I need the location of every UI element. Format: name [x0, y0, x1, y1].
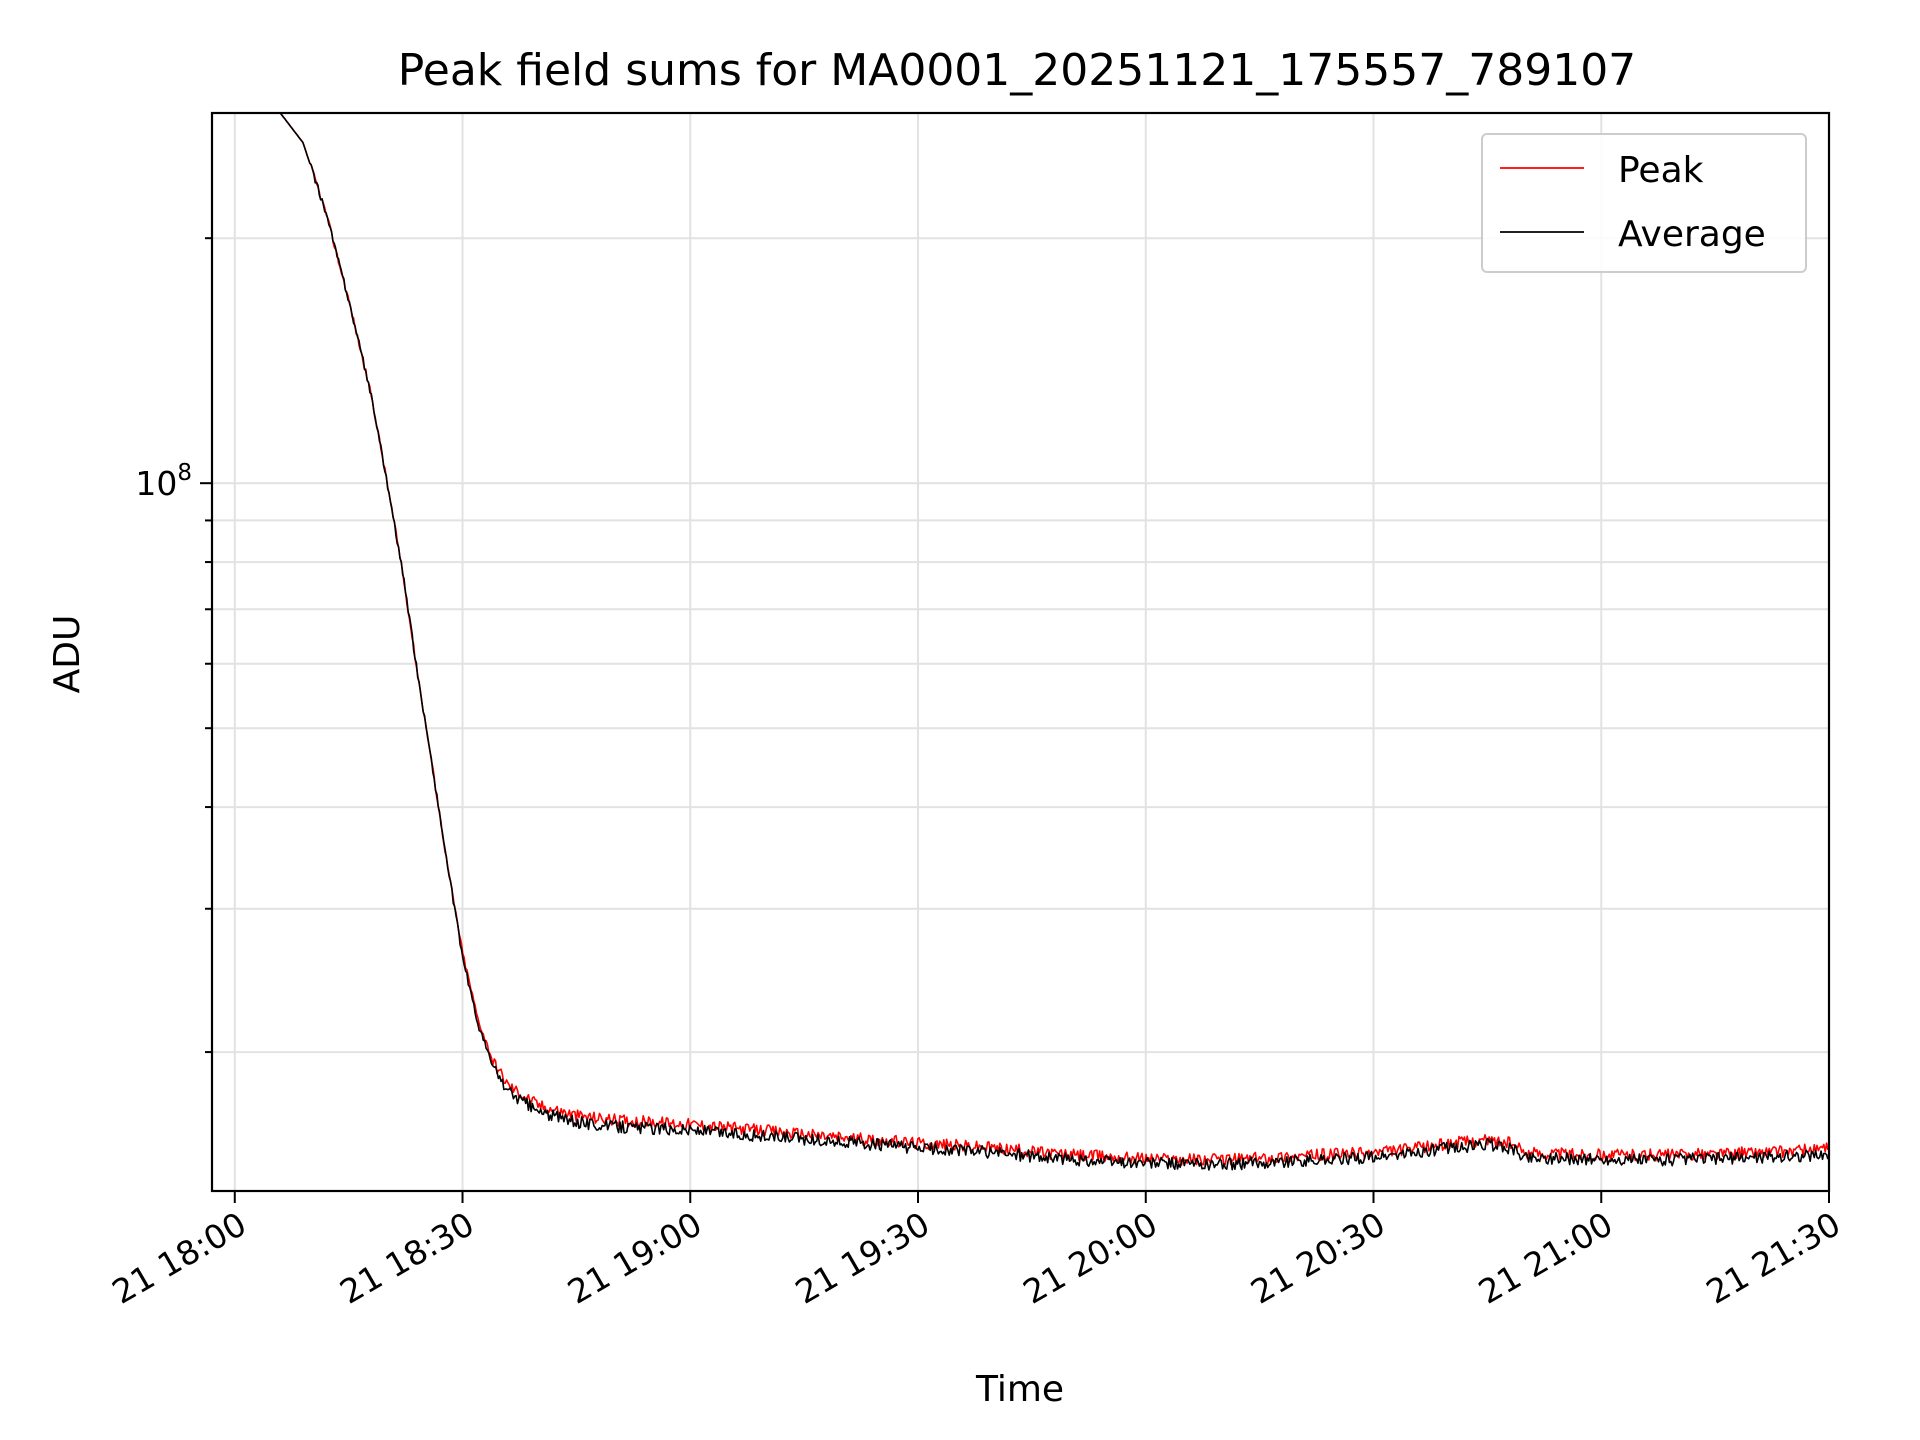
legend: Peak Average [1481, 133, 1807, 273]
plot-frame [210, 111, 1831, 1193]
series-line-average [219, 112, 1829, 1171]
legend-label-average: Average [1618, 214, 1766, 255]
y-axis-label: ADU [47, 615, 88, 694]
legend-label-peak: Peak [1618, 150, 1704, 191]
series-lines [219, 112, 1829, 1171]
x-axis-label: Time [975, 1369, 1064, 1410]
chart-title: Peak field sums for MA0001_20251121_1755… [398, 45, 1636, 96]
series-line-peak [219, 112, 1829, 1167]
